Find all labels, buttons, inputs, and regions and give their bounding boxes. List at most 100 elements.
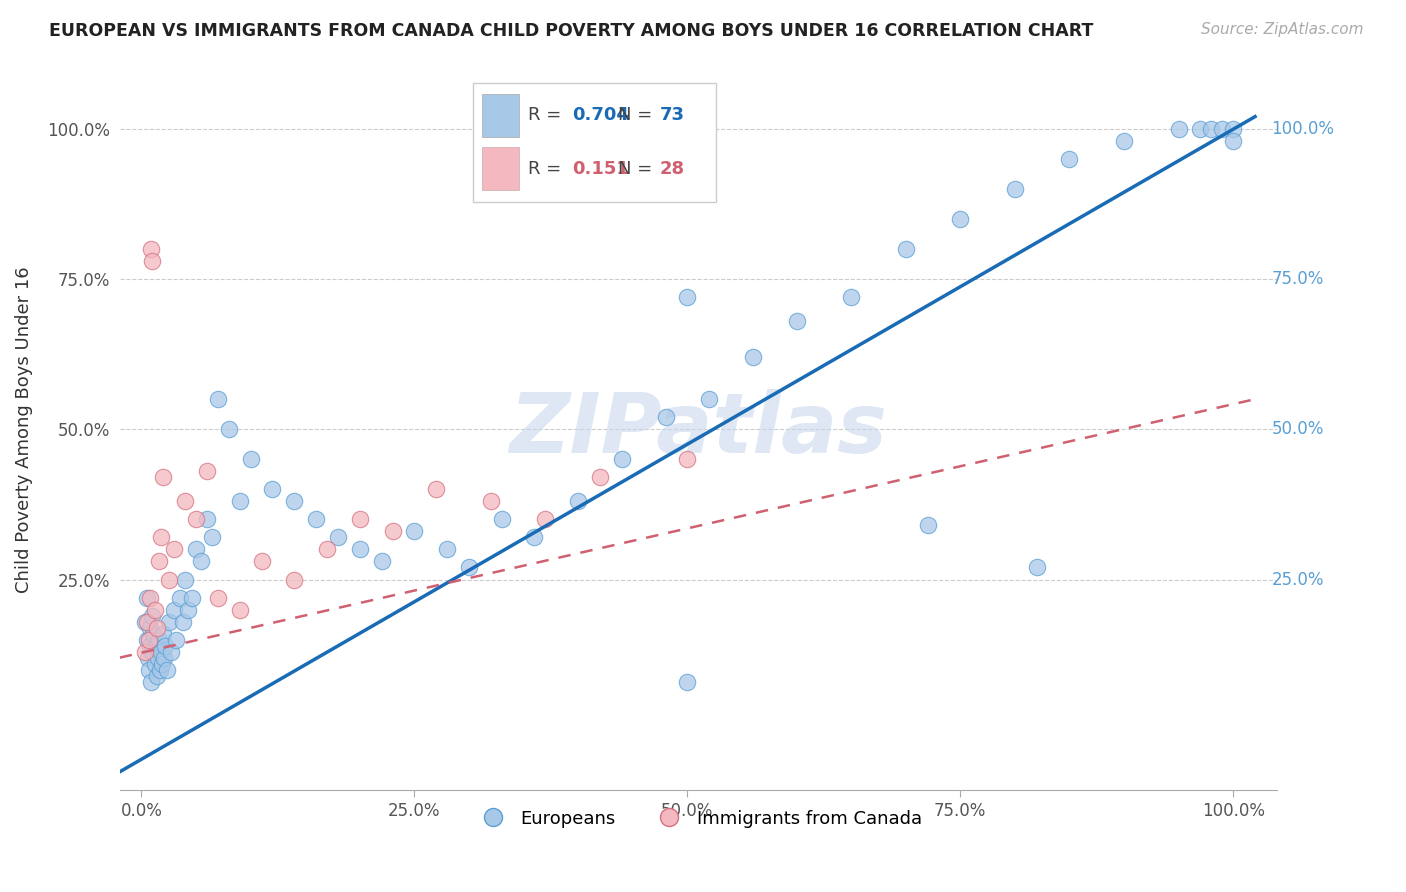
Y-axis label: Child Poverty Among Boys Under 16: Child Poverty Among Boys Under 16 (15, 266, 32, 592)
Point (172, 615, 194, 629)
Point (163, 542, 186, 557)
Point (163, 602, 186, 616)
Point (228, 494, 250, 508)
Text: 75.0%: 75.0% (1271, 270, 1324, 288)
Point (150, 645, 173, 659)
Point (141, 608, 163, 623)
Point (135, 591, 157, 605)
Point (305, 512, 328, 526)
Point (145, 639, 167, 653)
Point (1222, 134, 1244, 148)
Point (190, 554, 212, 568)
Point (610, 452, 633, 467)
Point (1004, 182, 1026, 196)
Point (138, 632, 160, 647)
Point (250, 554, 273, 568)
Point (136, 650, 159, 665)
Point (425, 483, 447, 497)
Point (381, 524, 404, 539)
Point (160, 645, 183, 659)
Point (1189, 121, 1212, 136)
Point (184, 512, 207, 526)
Point (141, 253, 163, 268)
Point (1222, 121, 1244, 136)
Point (146, 650, 169, 665)
Point (138, 663, 160, 677)
Point (180, 591, 202, 605)
Point (142, 626, 165, 640)
Point (155, 663, 177, 677)
Point (316, 542, 339, 557)
Point (152, 626, 174, 640)
Point (201, 530, 224, 544)
Point (534, 512, 557, 526)
Point (143, 602, 166, 616)
Point (157, 615, 180, 629)
Point (676, 452, 699, 467)
Point (697, 392, 720, 406)
Point (917, 518, 939, 533)
Point (153, 650, 176, 665)
Point (370, 554, 392, 568)
Text: 50.0%: 50.0% (1271, 420, 1324, 438)
Point (839, 290, 862, 304)
Point (141, 242, 163, 256)
Point (1059, 152, 1081, 166)
Point (262, 483, 284, 497)
Point (174, 494, 197, 508)
Text: Source: ZipAtlas.com: Source: ZipAtlas.com (1201, 22, 1364, 37)
Point (155, 639, 177, 653)
Text: 100.0%: 100.0% (1271, 120, 1334, 137)
Text: EUROPEAN VS IMMIGRANTS FROM CANADA CHILD POVERTY AMONG BOYS UNDER 16 CORRELATION: EUROPEAN VS IMMIGRANTS FROM CANADA CHILD… (49, 22, 1094, 40)
Point (1167, 121, 1189, 136)
Point (676, 290, 699, 304)
Point (145, 621, 167, 635)
Point (479, 494, 502, 508)
Point (195, 464, 218, 478)
Point (152, 470, 174, 484)
Point (177, 602, 200, 616)
Point (654, 410, 676, 425)
Text: ZIPatlas: ZIPatlas (509, 389, 887, 470)
Point (949, 211, 972, 226)
Point (150, 530, 173, 544)
Point (404, 524, 426, 539)
Legend: Europeans, Immigrants from Canada: Europeans, Immigrants from Canada (468, 803, 929, 835)
Point (491, 512, 513, 526)
Point (134, 615, 156, 629)
Point (148, 554, 170, 568)
Point (1025, 560, 1047, 574)
Point (195, 512, 218, 526)
Point (894, 242, 917, 256)
Point (349, 542, 371, 557)
Point (141, 674, 163, 689)
Point (139, 621, 162, 635)
Point (228, 602, 250, 616)
Point (148, 632, 170, 647)
Point (1211, 121, 1233, 136)
Point (135, 632, 157, 647)
Point (218, 422, 240, 436)
Point (207, 591, 229, 605)
Point (149, 663, 172, 677)
Point (145, 669, 167, 683)
Point (567, 494, 589, 508)
Point (134, 645, 156, 659)
Point (786, 314, 808, 328)
Point (589, 470, 612, 484)
Point (741, 350, 763, 364)
Point (139, 639, 162, 653)
Point (174, 573, 197, 587)
Point (207, 392, 229, 406)
Point (436, 542, 458, 557)
Point (150, 657, 173, 671)
Point (458, 560, 481, 574)
Point (326, 530, 349, 544)
Point (239, 452, 262, 467)
Point (523, 530, 546, 544)
Point (143, 657, 166, 671)
Point (283, 494, 305, 508)
Text: 25.0%: 25.0% (1271, 571, 1324, 589)
Point (283, 573, 305, 587)
Point (184, 542, 207, 557)
